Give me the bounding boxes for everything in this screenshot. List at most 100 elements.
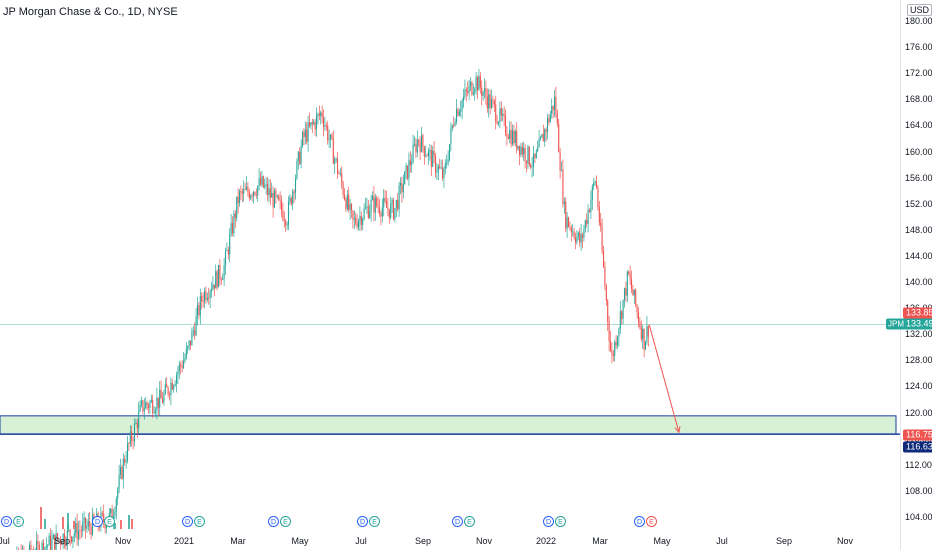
candle-body [121,467,123,479]
dividend-marker-icon[interactable]: D [357,516,368,527]
candle-body [594,181,596,183]
candle-body [426,155,428,157]
dividend-marker-icon[interactable]: D [543,516,554,527]
candle-body [41,542,43,550]
candle-body [63,533,66,545]
earnings-marker-icon[interactable]: E [646,516,657,527]
candle-body [301,132,304,147]
candle-body [163,393,165,403]
candle-body [451,125,453,129]
candle-body [556,113,558,124]
candle-body [625,288,627,296]
earnings-marker-icon[interactable]: E [555,516,566,527]
candle-body [622,299,624,319]
candlestick-chart[interactable] [0,0,900,550]
candle-body [490,99,493,109]
candle-body [370,200,372,212]
time-axis-label: Sep [414,536,432,546]
currency-badge[interactable]: USD [907,4,932,16]
candle-body [647,326,649,337]
candle-body [524,148,526,161]
candle-body [219,265,221,280]
candle-body [297,151,299,161]
candle-body [580,234,582,243]
candle-body [636,305,638,312]
time-axis-label: 2021 [173,536,195,546]
candle-body [157,397,159,408]
candle-body [300,146,302,164]
candle-body [122,458,124,479]
candle-body [272,192,274,208]
candle-body [156,397,158,411]
candle-body [231,223,234,234]
candle-body [111,508,113,521]
candle-body [208,298,210,299]
candle-body [48,535,50,546]
price-tick-label: 160.00 [905,146,932,157]
candle-body [496,121,498,124]
candle-body [551,105,553,115]
earnings-marker-icon[interactable]: E [464,516,475,527]
candle-body [383,198,385,208]
price-tick-label: 152.00 [905,198,932,209]
price-label-current: 133.49 [903,318,932,330]
price-tick-label: 132.00 [905,329,932,340]
candle-body [542,134,544,142]
candle-body [626,271,628,296]
candle-body [397,199,399,210]
candle-body [292,191,294,205]
price-axis[interactable] [900,0,932,550]
candle-body [84,517,87,529]
candle-body [282,210,284,220]
candle-body [110,508,112,513]
candle-body [399,182,402,186]
candle-body [196,305,199,316]
candle-body [644,341,647,350]
candle-body [201,295,203,302]
dividend-marker-icon[interactable]: D [268,516,279,527]
symbol-title[interactable]: JP Morgan Chase & Co., 1D, NYSE [3,6,178,18]
candle-body [394,208,396,219]
price-tick-label: 104.00 [905,512,932,522]
dividend-marker-icon[interactable]: D [92,516,103,527]
candle-body [334,159,336,164]
candle-body [604,266,606,287]
price-tick-label: 148.00 [905,224,932,235]
candle-body [237,196,239,204]
earnings-marker-icon[interactable]: E [369,516,380,527]
price-label-upper: 133.85 [903,307,932,319]
earnings-marker-icon[interactable]: E [13,516,24,527]
candle-body [90,526,92,535]
candle-body [448,144,451,160]
candle-body [387,207,389,210]
dividend-marker-icon[interactable]: D [182,516,193,527]
candle-body [166,384,168,388]
dividend-marker-icon[interactable]: D [634,516,645,527]
earnings-marker-icon[interactable]: E [280,516,291,527]
candle-body [182,361,185,368]
earnings-marker-icon[interactable]: E [104,516,115,527]
candle-body [275,190,277,197]
candle-body [224,250,227,266]
candle-body [273,190,276,208]
earnings-marker-icon[interactable]: E [194,516,205,527]
candle-body [630,278,633,289]
chart-canvas[interactable] [0,0,900,550]
candle-body [598,206,600,223]
candle-body [350,204,353,211]
candle-body [479,76,481,88]
candle-body [454,121,456,126]
candle-body [236,196,238,219]
dividend-marker-icon[interactable]: D [452,516,463,527]
candle-body [612,353,614,356]
candle-body [220,279,222,281]
candle-body [145,402,147,409]
candle-body [356,223,358,228]
candle-body [133,423,136,441]
price-tick-label: 176.00 [905,42,932,53]
candle-body [287,201,290,225]
candle-body [460,109,462,112]
candle-body [408,160,410,179]
candle-body [461,100,463,110]
dividend-marker-icon[interactable]: D [1,516,12,527]
